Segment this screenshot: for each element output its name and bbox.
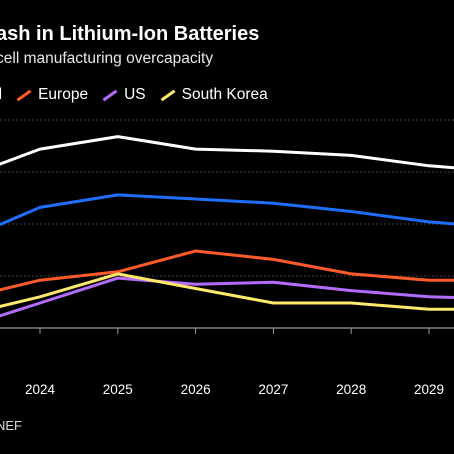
legend-label-us: US — [124, 86, 146, 103]
series-line-1 — [0, 193, 454, 227]
series-line-4 — [0, 272, 454, 311]
legend-item-us: US — [102, 86, 146, 104]
chart-title: ash in Lithium-Ion Batteries — [0, 23, 260, 45]
legend-item-europe: Europe — [16, 86, 88, 104]
legend-label-europe: Europe — [38, 86, 89, 103]
x-tick-label: 2029 — [414, 382, 444, 397]
x-tick-label: 2025 — [103, 382, 133, 397]
series-line-2 — [0, 249, 454, 292]
legend-item-south-korea: South Korea — [160, 86, 268, 104]
source-note: NEF — [0, 418, 22, 433]
x-tick-label: 2026 — [181, 382, 211, 397]
series-line-0 — [0, 135, 454, 170]
legend-item-global: al — [0, 86, 2, 104]
series-line-3 — [0, 276, 454, 318]
legend: al Europe US South Korea — [0, 85, 282, 105]
x-tick-label: 2024 — [25, 382, 56, 397]
legend-label-global: al — [0, 86, 3, 103]
legend-label-south-korea: South Korea — [181, 86, 268, 103]
x-tick-label: 2028 — [336, 382, 366, 397]
chart-subtitle: cell manufacturing overcapacity — [0, 50, 214, 67]
x-tick-label: 2027 — [258, 382, 288, 397]
